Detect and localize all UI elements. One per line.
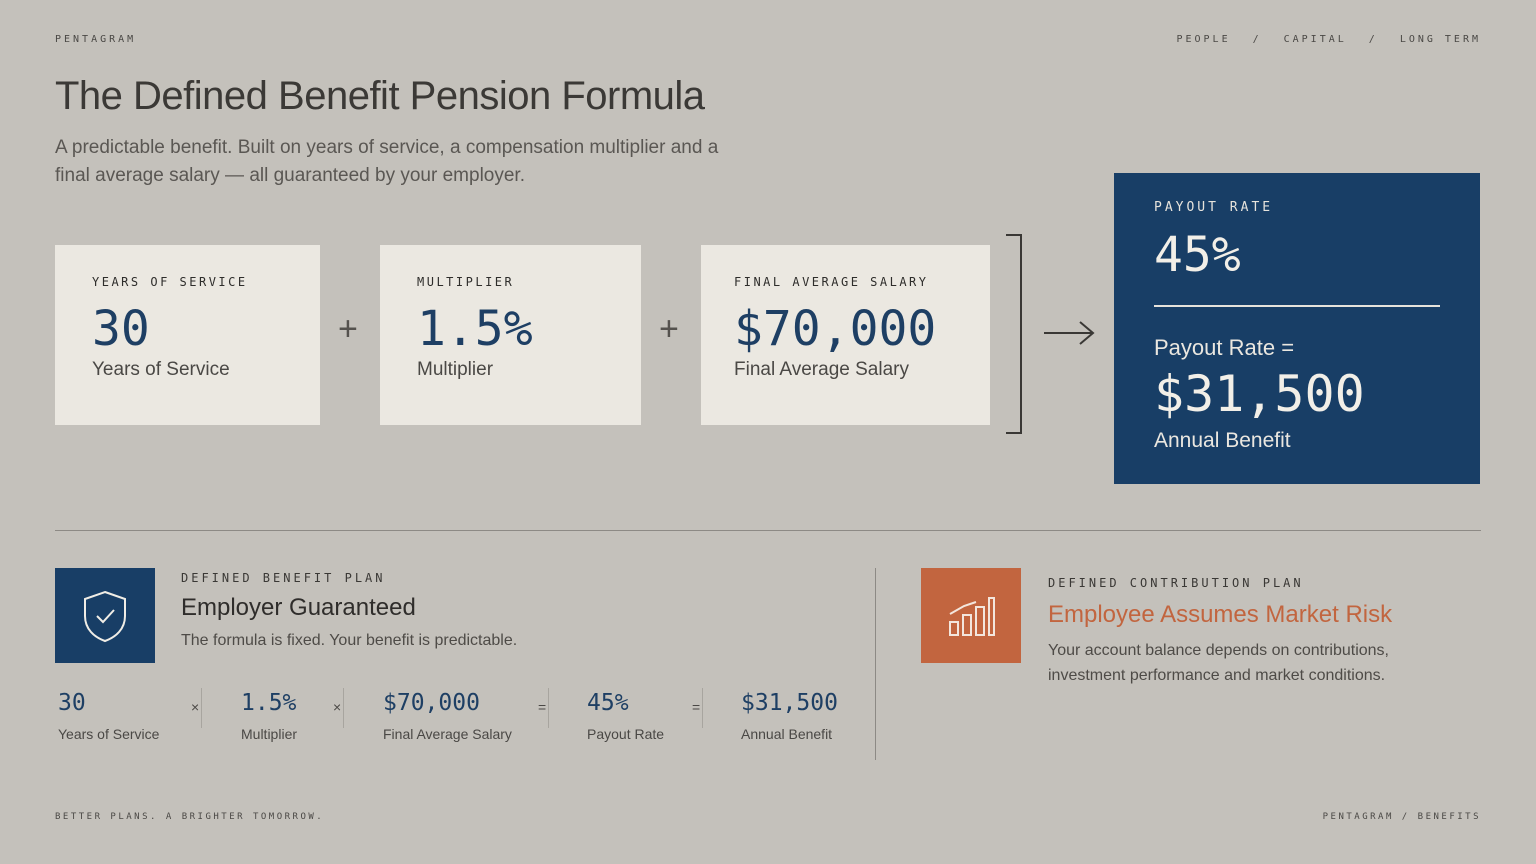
result-label: PAYOUT RATE (1154, 200, 1274, 215)
card-multiplier: MULTIPLIER 1.5% Multiplier (380, 245, 641, 425)
formula-separator (343, 688, 344, 728)
card-desc: Multiplier (417, 359, 494, 380)
card-final-average-salary: FINAL AVERAGE SALARY $70,000 Final Avera… (701, 245, 990, 425)
page-title: The Defined Benefit Pension Formula (55, 74, 705, 118)
annual-benefit-value: $31,500 (1154, 365, 1365, 423)
plus-operator: + (338, 310, 358, 348)
nav-item-people[interactable]: PEOPLE (1176, 34, 1231, 45)
nav-separator: / (1252, 34, 1262, 45)
column-divider (875, 568, 876, 760)
footer-tagline: BETTER PLANS. A BRIGHTER TOMORROW. (55, 812, 325, 822)
dc-section-desc: Your account balance depends on contribu… (1048, 642, 1389, 684)
formula-separator (548, 688, 549, 728)
bracket-divider (1006, 234, 1022, 434)
db-section-label: DEFINED BENEFIT PLAN (181, 571, 386, 585)
nav-item-capital[interactable]: CAPITAL (1283, 34, 1347, 45)
times-operator: × (333, 699, 342, 715)
card-value: 30 (92, 301, 150, 357)
card-desc: Years of Service (92, 359, 230, 380)
nav-separator: / (1368, 34, 1378, 45)
brand-logo: PENTAGRAM (55, 34, 137, 45)
divider (1154, 305, 1440, 307)
card-label: FINAL AVERAGE SALARY (734, 275, 929, 289)
card-years-of-service: YEARS OF SERVICE 30 Years of Service (55, 245, 320, 425)
formula-separator (702, 688, 703, 728)
dc-section-label: DEFINED CONTRIBUTION PLAN (1048, 576, 1304, 590)
formula-label: Annual Benefit (741, 726, 833, 742)
card-value: $70,000 (734, 301, 937, 357)
result-equation: Payout Rate = (1154, 335, 1295, 360)
formula-label: Multiplier (241, 726, 298, 742)
bar-chart-icon (921, 568, 1021, 663)
payout-rate-value: 45% (1154, 227, 1241, 283)
nav-item-long-term[interactable]: LONG TERM (1399, 34, 1481, 45)
annual-benefit-label: Annual Benefit (1154, 429, 1291, 452)
db-section-desc: The formula is fixed. Your benefit is pr… (181, 632, 518, 649)
equals-operator: = (538, 699, 547, 715)
shield-check-icon (55, 568, 155, 663)
page-subtitle: A predictable benefit. Built on years of… (55, 137, 719, 186)
formula-value: $70,000 (383, 690, 480, 716)
card-value: 1.5% (417, 301, 533, 357)
card-desc: Final Average Salary (734, 359, 909, 380)
card-label: MULTIPLIER (417, 275, 515, 289)
formula-label: Years of Service (58, 726, 160, 742)
times-operator: × (191, 699, 200, 715)
card-label: YEARS OF SERVICE (92, 275, 248, 289)
formula-value: $31,500 (741, 690, 838, 716)
formula-value: 45% (587, 690, 629, 716)
top-nav: PEOPLE / CAPITAL / LONG TERM (1176, 34, 1481, 45)
formula-label: Final Average Salary (383, 726, 512, 742)
plus-operator: + (659, 310, 679, 348)
formula-value: 30 (58, 690, 86, 716)
section-divider (55, 530, 1481, 531)
result-panel: PAYOUT RATE 45% Payout Rate = $31,500 An… (1114, 173, 1480, 484)
equals-operator: = (692, 699, 701, 715)
dc-section-title: Employee Assumes Market Risk (1048, 601, 1393, 628)
formula-label: Payout Rate (587, 726, 665, 742)
footer-credit: PENTAGRAM / BENEFITS (1322, 812, 1481, 822)
db-section-title: Employer Guaranteed (181, 594, 416, 621)
formula-separator (201, 688, 202, 728)
formula-value: 1.5% (241, 690, 297, 716)
arrow-right-icon (1042, 318, 1096, 353)
